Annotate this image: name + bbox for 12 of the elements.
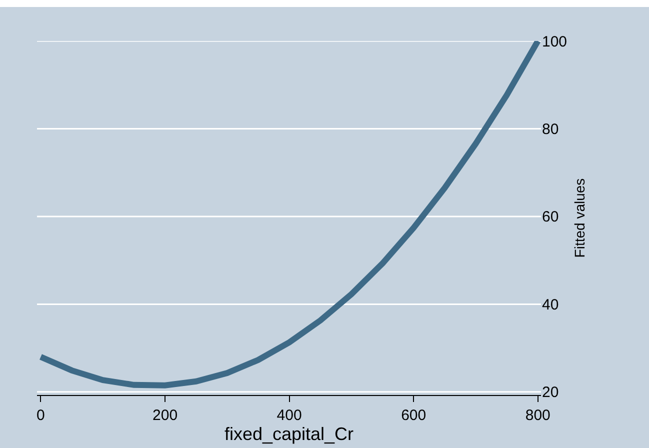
y-tick-label: 100 <box>542 33 568 50</box>
x-tick-label: 200 <box>152 407 178 424</box>
y-tick-label: 20 <box>542 384 559 402</box>
x-tick-label: 400 <box>276 407 302 424</box>
y-axis-title: Fitted values <box>571 178 588 258</box>
y-tick-label: 40 <box>542 296 559 314</box>
x-axis-title: fixed_capital_Cr <box>224 424 354 444</box>
x-tick-label: 0 <box>36 407 45 424</box>
y-tick-label: 80 <box>542 120 559 138</box>
y-tick-label: 60 <box>542 208 559 226</box>
x-tick-label: 800 <box>525 407 550 424</box>
x-tick-label: 600 <box>401 407 426 424</box>
